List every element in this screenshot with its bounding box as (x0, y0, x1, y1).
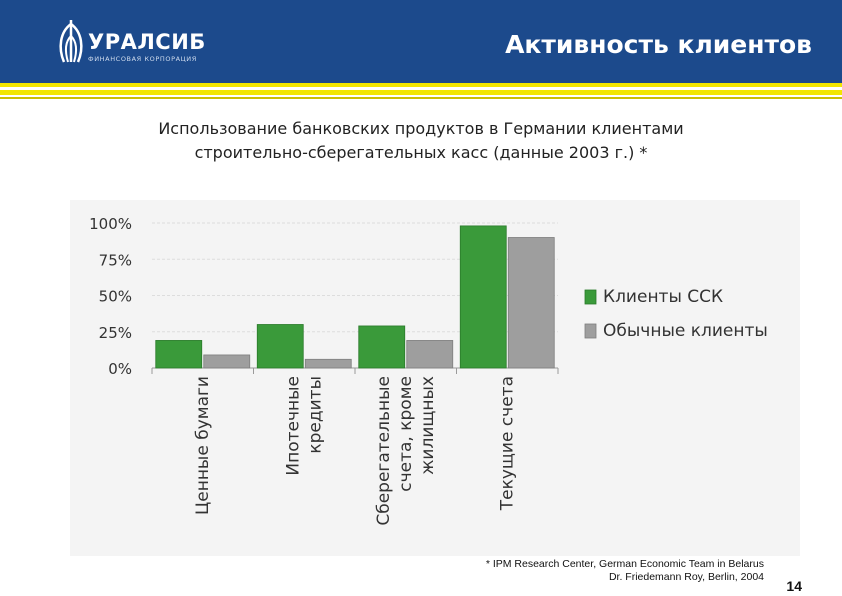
legend-swatch (584, 289, 597, 305)
bar-chart-svg: 0% 25% 50% 75% 100% Ценные бумаги Ипотечные кре… (89, 215, 768, 526)
page-title: Активность клиентов (505, 30, 812, 59)
header-stripe (0, 90, 842, 95)
logo-subtext: ФИНАНСОВАЯ КОРПОРАЦИЯ (88, 55, 197, 63)
subtitle-line-1: Использование банковских продуктов в Гер… (158, 119, 684, 138)
header-stripe (0, 83, 842, 87)
bar (358, 325, 406, 369)
category-label: жилищных (418, 376, 438, 475)
category-label: кредиты (305, 376, 325, 454)
chart-subtitle: Использование банковских продуктов в Гер… (0, 117, 842, 165)
legend-label: Клиенты ССК (603, 287, 723, 307)
bar (203, 354, 251, 369)
bar (155, 340, 203, 369)
category-label: Ценные бумаги (193, 376, 213, 515)
y-tick-label: 75% (99, 251, 132, 269)
y-tick-label: 0% (108, 360, 132, 378)
footnote-line-1: * IPM Research Center, German Economic T… (485, 558, 764, 570)
uralsib-logo: УРАЛСИБ ФИНАНСОВАЯ КОРПОРАЦИЯ (54, 18, 214, 66)
bar (256, 324, 304, 369)
legend-label: Обычные клиенты (603, 321, 768, 341)
header-stripe-gap (0, 95, 842, 97)
legend-swatch (584, 323, 597, 339)
footnote: * IPM Research Center, German Economic T… (486, 558, 764, 584)
category-label: Текущие счета (497, 376, 517, 511)
bar-chart: 0% 25% 50% 75% 100% Ценные бумаги Ипотечные кре… (70, 200, 800, 556)
logo-emblem-icon (59, 20, 83, 63)
category-label: Ипотечные (283, 376, 303, 476)
y-tick-label: 25% (99, 324, 132, 342)
header-stripe (0, 97, 842, 99)
bar (406, 340, 454, 369)
bar (304, 358, 352, 369)
y-tick-label: 100% (89, 215, 132, 233)
header-stripe-gap (0, 87, 842, 90)
subtitle-line-2: строительно-сберегательных касс (данные … (194, 143, 648, 162)
page-number: 14 (786, 578, 802, 594)
footnote-line-2: Dr. Friedemann Roy, Berlin, 2004 (608, 571, 764, 583)
bar (507, 237, 555, 369)
bar (459, 225, 507, 369)
logo-text: УРАЛСИБ (88, 30, 206, 54)
category-label: счета, кроме (396, 376, 416, 492)
header-bar: УРАЛСИБ ФИНАНСОВАЯ КОРПОРАЦИЯ Активность… (0, 0, 842, 83)
category-label: Сберегательные (374, 376, 394, 526)
y-tick-label: 50% (99, 288, 132, 306)
